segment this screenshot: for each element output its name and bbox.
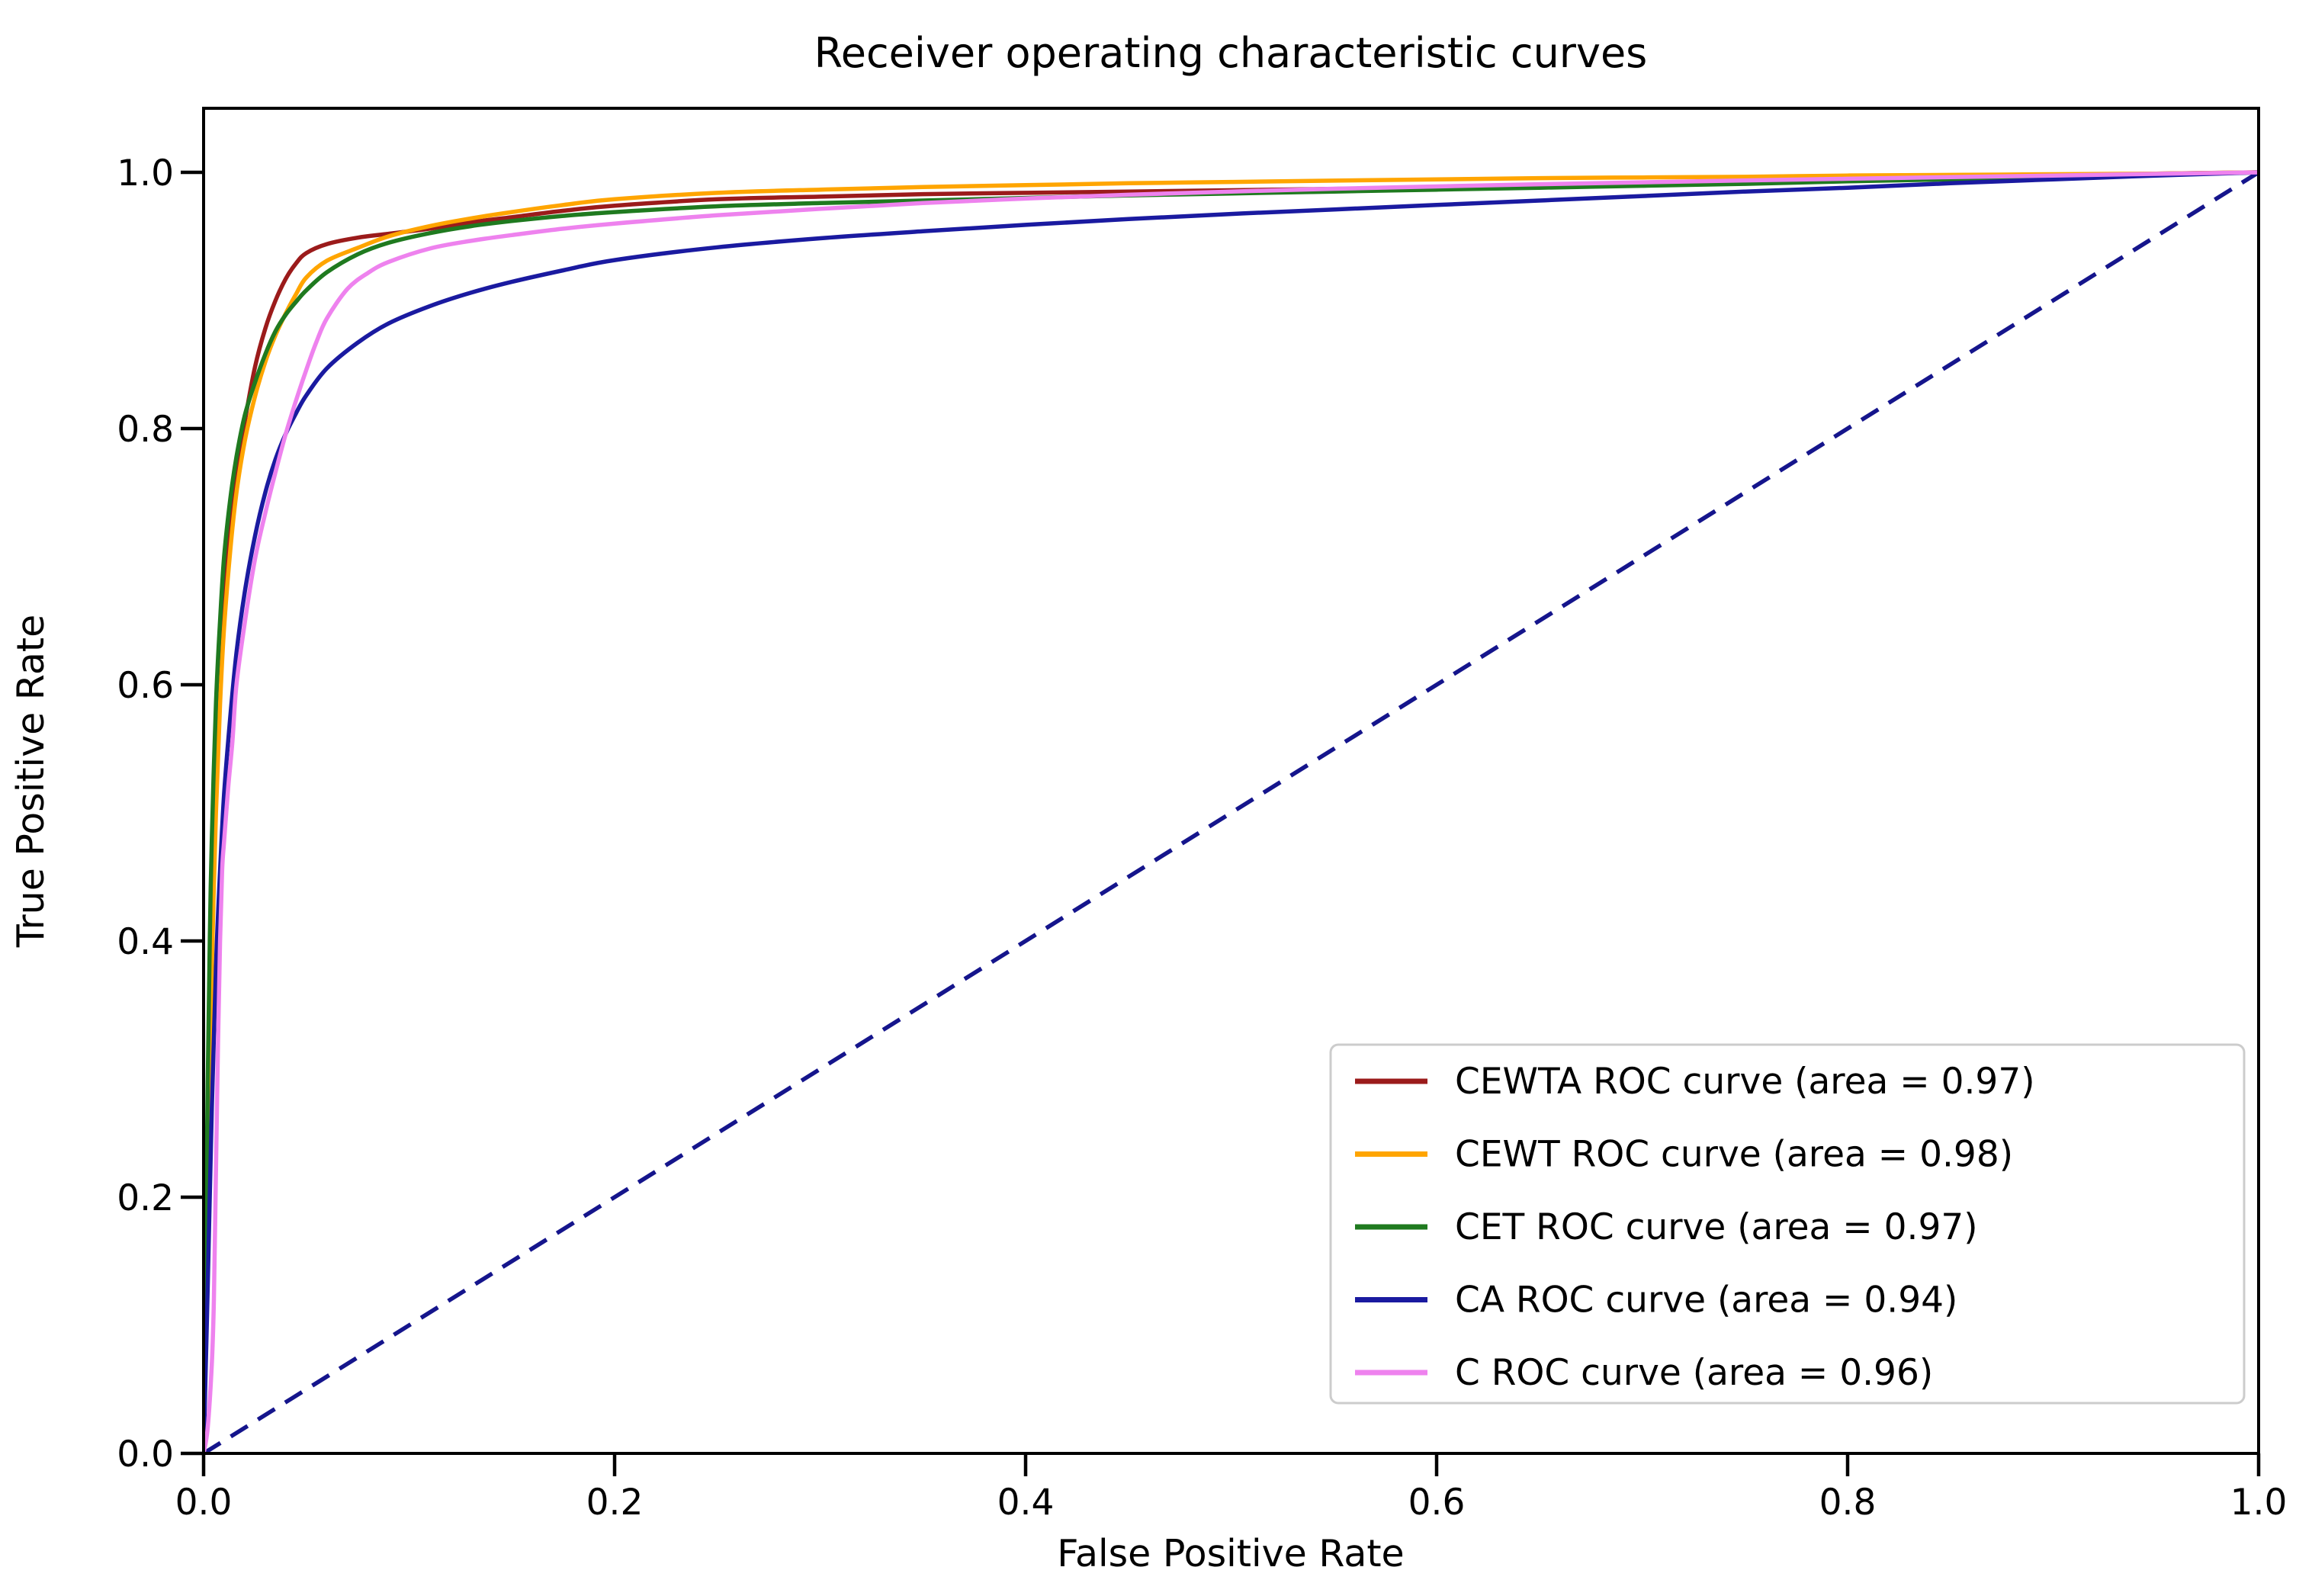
roc-curve-ca bbox=[202, 170, 2260, 1455]
x-axis-label: False Positive Rate bbox=[1057, 1532, 1404, 1575]
chance-diagonal-line bbox=[202, 170, 2260, 1455]
y-tick-label: 0.0 bbox=[117, 1434, 174, 1476]
x-tick-label: 0.0 bbox=[175, 1482, 233, 1524]
y-tick-label: 0.6 bbox=[117, 665, 174, 707]
roc-curve-cet bbox=[202, 170, 2260, 1455]
roc-curve-c bbox=[202, 170, 2260, 1455]
y-tick-label: 0.2 bbox=[117, 1177, 174, 1219]
x-tick-label: 0.6 bbox=[1408, 1482, 1466, 1524]
x-tick-label: 0.4 bbox=[997, 1482, 1055, 1524]
y-axis-label: True Positive Rate bbox=[9, 615, 53, 948]
legend-label: CEWTA ROC curve (area = 0.97) bbox=[1455, 1061, 2035, 1103]
legend-label: CET ROC curve (area = 0.97) bbox=[1455, 1206, 1978, 1248]
plot-area bbox=[202, 170, 2260, 1455]
x-tick-label: 1.0 bbox=[2230, 1482, 2288, 1524]
plot-frame bbox=[202, 107, 2260, 1455]
roc-curves bbox=[202, 170, 2260, 1455]
y-tick-label: 1.0 bbox=[117, 153, 174, 194]
legend-label: CA ROC curve (area = 0.94) bbox=[1455, 1280, 1957, 1321]
legend: CEWTA ROC curve (area = 0.97) CEWT ROC cu… bbox=[1329, 1043, 2246, 1405]
x-tick-label: 0.2 bbox=[586, 1482, 644, 1524]
chart-title: Receiver operating characteristic curves bbox=[814, 29, 1648, 77]
y-axis-ticks: 0.0 0.2 0.4 0.6 0.8 1.0 bbox=[117, 153, 204, 1476]
chance-line bbox=[202, 170, 2260, 1455]
y-tick-label: 0.4 bbox=[117, 921, 174, 963]
roc-curve-cewt bbox=[202, 170, 2260, 1455]
x-axis-ticks: 0.0 0.2 0.4 0.6 0.8 1.0 bbox=[175, 1453, 2288, 1524]
x-tick-label: 0.8 bbox=[1819, 1482, 1877, 1524]
legend-box bbox=[1329, 1043, 2246, 1405]
y-tick-label: 0.8 bbox=[117, 409, 174, 451]
legend-label: C ROC curve (area = 0.96) bbox=[1455, 1352, 1933, 1394]
legend-label: CEWT ROC curve (area = 0.98) bbox=[1455, 1134, 2013, 1176]
